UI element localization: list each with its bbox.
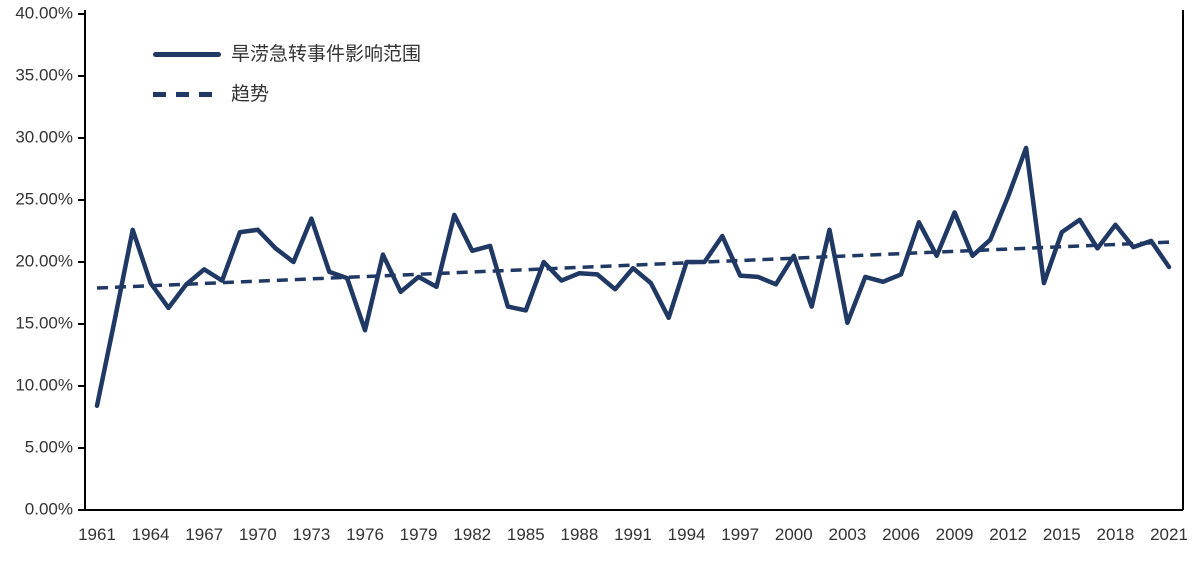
series-line bbox=[94, 145, 1172, 409]
x-tick-label: 1961 bbox=[78, 525, 116, 544]
x-tick-label: 2015 bbox=[1043, 525, 1081, 544]
x-tick-label: 1967 bbox=[185, 525, 223, 544]
y-tick-label: 0.00% bbox=[25, 499, 73, 518]
series-line-swatch-icon bbox=[153, 51, 221, 57]
x-tick-label: 2003 bbox=[828, 525, 866, 544]
y-tick-label: 40.00% bbox=[15, 3, 73, 22]
legend-item-series: 旱涝急转事件影响范围 bbox=[153, 41, 421, 67]
y-tick-label: 25.00% bbox=[15, 189, 73, 208]
x-tick-label: 1973 bbox=[292, 525, 330, 544]
x-tick-label: 2000 bbox=[775, 525, 813, 544]
x-tick-label: 1979 bbox=[400, 525, 438, 544]
x-tick-label: 1970 bbox=[239, 525, 277, 544]
x-tick-label: 1991 bbox=[614, 525, 652, 544]
x-tick-label: 1994 bbox=[668, 525, 706, 544]
legend: 旱涝急转事件影响范围 趋势 bbox=[153, 41, 421, 107]
x-tick-label: 1976 bbox=[346, 525, 384, 544]
x-tick-label: 1985 bbox=[507, 525, 545, 544]
legend-item-trend: 趋势 bbox=[153, 81, 421, 107]
y-tick-label: 20.00% bbox=[15, 251, 73, 270]
x-tick-label: 2021 bbox=[1150, 525, 1188, 544]
x-tick-label: 2006 bbox=[882, 525, 920, 544]
x-tick-label: 1982 bbox=[453, 525, 491, 544]
x-tick-label: 2012 bbox=[989, 525, 1027, 544]
y-tick-label: 10.00% bbox=[15, 375, 73, 394]
x-tick-label: 2009 bbox=[936, 525, 974, 544]
y-tick-label: 35.00% bbox=[15, 65, 73, 84]
trend-line-swatch-icon bbox=[153, 91, 221, 97]
y-tick-label: 5.00% bbox=[25, 437, 73, 456]
y-tick-label: 30.00% bbox=[15, 127, 73, 146]
trend-line bbox=[96, 240, 1170, 290]
legend-trend-label: 趋势 bbox=[231, 83, 270, 105]
legend-series-label: 旱涝急转事件影响范围 bbox=[231, 43, 422, 65]
x-tick-label: 1997 bbox=[721, 525, 759, 544]
x-tick-label: 1964 bbox=[132, 525, 170, 544]
y-tick-label: 15.00% bbox=[15, 313, 73, 332]
x-tick-label: 2018 bbox=[1096, 525, 1134, 544]
x-tick-label: 1988 bbox=[560, 525, 598, 544]
